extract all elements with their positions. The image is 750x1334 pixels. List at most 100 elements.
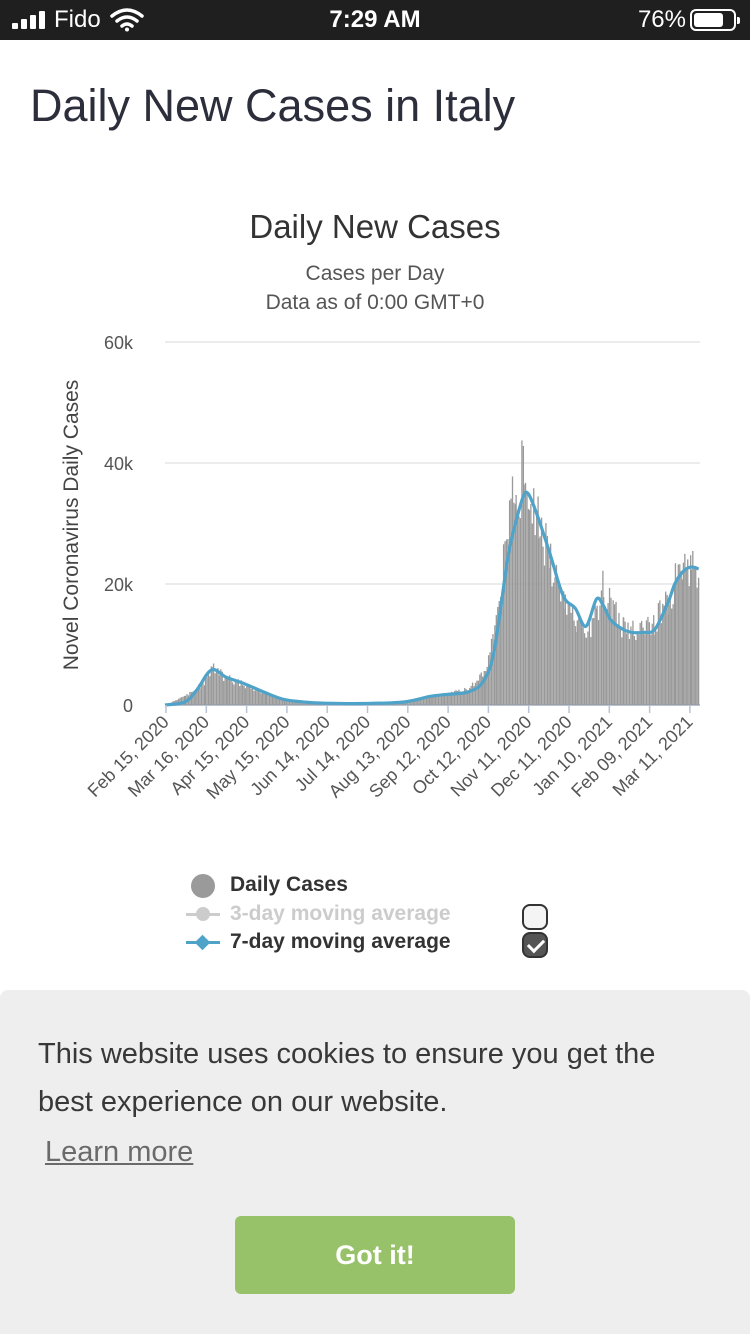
daily-cases-bar	[231, 682, 234, 705]
daily-cases-bar	[264, 693, 267, 705]
y-tick-label: 20k	[104, 575, 134, 595]
daily-cases-bar	[695, 565, 697, 705]
daily-cases-bar	[642, 633, 645, 705]
daily-cases-bar	[452, 693, 454, 705]
daily-cases-bar	[464, 687, 466, 705]
daily-cases-bar	[202, 681, 204, 705]
daily-cases-bar	[679, 564, 681, 705]
daily-cases-bar	[640, 620, 643, 705]
daily-cases-bar	[234, 678, 237, 705]
daily-cases-bar	[502, 544, 505, 705]
daily-cases-bar	[660, 623, 662, 705]
daily-cases-bar	[262, 690, 264, 705]
daily-cases-bar	[543, 565, 546, 705]
learn-more-link[interactable]: Learn more	[45, 1136, 194, 1168]
daily-cases-bar	[470, 685, 472, 705]
daily-cases-bar	[607, 603, 609, 705]
daily-cases-bar	[281, 698, 284, 705]
daily-cases-bar	[487, 655, 490, 705]
got-it-button[interactable]: Got it!	[235, 1216, 515, 1294]
daily-cases-bar	[497, 606, 499, 705]
daily-cases-bar	[690, 569, 693, 705]
daily-cases-bar	[671, 608, 673, 705]
daily-cases-bar	[449, 694, 451, 705]
daily-cases-bar	[516, 510, 519, 705]
daily-cases-bar	[682, 562, 685, 705]
daily-cases-bar	[421, 697, 423, 705]
daily-cases-bar	[287, 700, 289, 705]
cookie-message: This website uses cookies to ensure you …	[38, 1038, 656, 1118]
daily-cases-bar	[666, 594, 668, 705]
daily-cases-bar	[583, 633, 586, 705]
daily-cases-bar	[477, 680, 480, 705]
daily-cases-bar	[197, 684, 200, 705]
daily-cases-bar	[581, 621, 583, 705]
daily-cases-bar	[612, 600, 614, 705]
daily-cases-bar	[616, 625, 619, 705]
daily-cases-bar	[434, 693, 437, 705]
daily-cases-bar	[528, 510, 531, 705]
daily-cases-bar	[548, 550, 550, 705]
daily-cases-bar	[682, 579, 684, 705]
daily-cases-bar	[469, 688, 471, 705]
daily-cases-bar	[613, 604, 616, 705]
daily-cases-bar	[615, 601, 617, 705]
daily-cases-bar	[179, 697, 181, 705]
daily-cases-bar	[419, 698, 422, 705]
daily-cases-bar	[521, 440, 523, 705]
moving-average-lines	[164, 490, 700, 707]
daily-cases-bar	[561, 592, 563, 705]
daily-cases-bar	[445, 694, 447, 705]
daily-cases-bar	[439, 694, 441, 705]
daily-cases-bar	[635, 639, 637, 705]
daily-cases-bar	[297, 701, 299, 705]
daily-cases-bar	[200, 685, 203, 705]
daily-cases-bar	[276, 698, 278, 705]
daily-cases-bar	[288, 700, 291, 705]
daily-cases-bar	[530, 504, 532, 705]
daily-cases-bar	[230, 679, 232, 705]
7-day-average-checkbox[interactable]	[522, 932, 548, 958]
daily-cases-bar	[571, 607, 574, 705]
daily-cases-bar	[647, 616, 649, 705]
daily-cases-bar	[531, 523, 533, 705]
daily-cases-bar	[674, 563, 677, 705]
daily-cases-bar	[697, 577, 700, 705]
daily-cases-bar	[645, 620, 648, 705]
daily-cases-bar	[498, 600, 500, 705]
daily-cases-bar	[180, 697, 183, 705]
daily-cases-bar	[485, 671, 487, 705]
daily-cases-bar	[644, 634, 646, 705]
daily-cases-bar	[199, 688, 201, 705]
daily-cases-bar	[442, 693, 444, 705]
daily-cases-bar	[696, 587, 698, 705]
daily-cases-bar	[685, 567, 687, 705]
daily-cases-bar	[228, 675, 231, 705]
daily-cases-bar	[268, 695, 271, 705]
daily-cases-bar	[692, 550, 694, 705]
daily-cases-bar	[688, 586, 690, 705]
daily-cases-bar	[591, 618, 593, 705]
daily-cases-bar	[204, 678, 207, 705]
daily-cases-bar	[446, 694, 448, 705]
daily-cases-bar	[425, 695, 428, 705]
daily-cases-bar	[653, 615, 655, 705]
daily-cases-bar	[237, 679, 239, 705]
daily-cases-bar	[524, 482, 527, 705]
daily-cases-bar	[193, 690, 195, 705]
3-day-average-checkbox[interactable]	[522, 904, 548, 930]
daily-cases-bar	[433, 696, 435, 705]
daily-cases-bar	[250, 688, 252, 705]
legend-label: 3-day moving average	[230, 902, 451, 925]
daily-cases-bar	[573, 620, 575, 705]
daily-cases-bar	[621, 637, 623, 705]
daily-cases-bar	[579, 617, 581, 705]
chart-subtitle: Cases per Day	[305, 262, 445, 285]
daily-cases-bar	[430, 696, 432, 705]
daily-cases-bar	[437, 694, 440, 705]
daily-cases-bar	[206, 677, 208, 705]
clock: 7:29 AM	[329, 6, 421, 33]
daily-cases-bar	[221, 671, 223, 705]
daily-cases-bar	[192, 691, 194, 705]
daily-cases-bar	[490, 638, 493, 705]
